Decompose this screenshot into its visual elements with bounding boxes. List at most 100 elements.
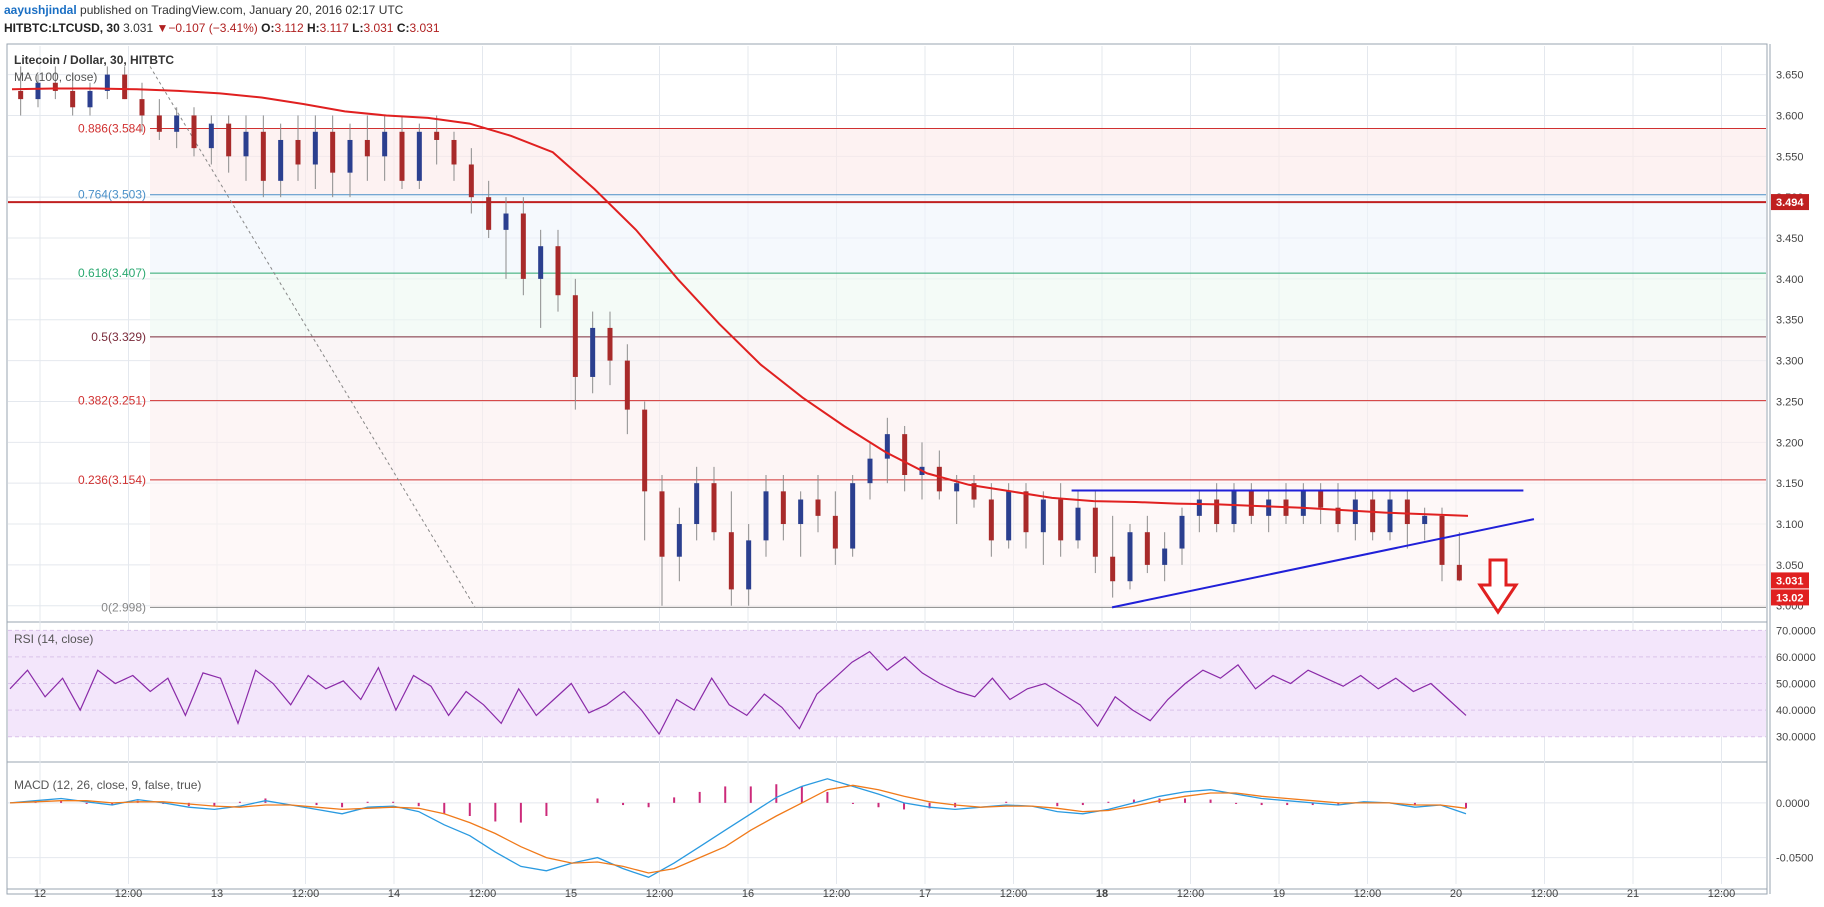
candle-body (399, 131, 405, 181)
candle-body (156, 115, 162, 132)
candle-body (1006, 491, 1012, 541)
author-link[interactable]: aayushjindal (4, 3, 77, 17)
candle-body (1162, 548, 1168, 565)
candle-body (243, 131, 249, 157)
time-tick-label: 17 (919, 888, 931, 900)
candle-body (832, 515, 838, 549)
rsi-tick-label: 40.0000 (1776, 705, 1816, 717)
fibonacci-band (150, 336, 1766, 401)
candle-body (1127, 532, 1133, 582)
down-arrow-icon (1477, 558, 1519, 615)
candle-body (1456, 564, 1462, 581)
price-tick-label: 3.450 (1776, 233, 1804, 245)
macd-tick-label: -0.0500 (1776, 853, 1813, 865)
candle-body (884, 434, 890, 459)
candle-body (278, 139, 284, 181)
candle-body (486, 197, 492, 230)
axes: 12 12:00 13 12:00 14 12:00 15 12:00 16 12:00 17 12:… (34, 70, 1816, 900)
candle-body (642, 409, 648, 492)
candle-body (295, 139, 301, 165)
time-tick-label: 13 (211, 888, 223, 900)
time-tick-label: 20 (1450, 888, 1462, 900)
candle-body (174, 115, 180, 132)
time-tick-label: 12:00 (292, 888, 320, 900)
fibonacci-band (150, 128, 1766, 195)
fibonacci-band (150, 479, 1766, 608)
fibonacci-band (150, 194, 1766, 274)
candle-body (1266, 499, 1272, 516)
price-tick-label: 3.650 (1776, 70, 1804, 82)
candle-body (1092, 507, 1098, 557)
signal-line (9, 784, 1467, 874)
candle-body (728, 532, 734, 590)
chart-header: aayushjindal published on TradingView.co… (0, 0, 1824, 44)
candle-body (52, 82, 58, 91)
candle-body (902, 434, 908, 475)
macd-title: MACD (12, 26, close, 9, false, true) (14, 778, 201, 792)
ma-indicator-label: MA (100, close) (14, 70, 97, 84)
time-tick-label: 14 (388, 888, 400, 900)
candle-body (1023, 491, 1029, 533)
candle-body (988, 499, 994, 541)
candle-body (624, 360, 630, 410)
candle-body (382, 131, 388, 157)
candle-body (330, 131, 336, 173)
candle-body (503, 213, 509, 230)
candle-body (1196, 499, 1202, 516)
candle-body (572, 295, 578, 377)
rsi-line (9, 650, 1467, 736)
macd-tick-label: 0.0000 (1776, 798, 1810, 810)
close-value: 3.031 (409, 21, 440, 35)
main-chart-title: Litecoin / Dollar, 30, HITBTC (14, 53, 174, 67)
candle-body (1422, 515, 1428, 525)
candle-body (1144, 532, 1150, 565)
change-arrow-icon: ▼ (156, 21, 169, 35)
candle-body (139, 99, 145, 116)
last-price: 3.031 (123, 21, 154, 35)
candle-body (936, 466, 942, 492)
price-change: −0.107 (−3.41%) (168, 21, 258, 35)
price-overlays (11, 87, 1535, 615)
candle-body (763, 491, 769, 541)
candle-body (590, 327, 596, 377)
last-price-badge (1771, 572, 1809, 589)
fibonacci-level-label: 0.764(3.503) (78, 188, 146, 202)
candle-body (70, 90, 76, 108)
candle-body (1439, 515, 1445, 565)
candle-body (1370, 499, 1376, 533)
price-tick-label: 3.400 (1776, 274, 1804, 286)
candle-body (971, 483, 977, 500)
rsi-tick-label: 70.0000 (1776, 625, 1816, 637)
fibonacci-level-label: 0.618(3.407) (78, 266, 146, 280)
price-tick-label: 3.200 (1776, 437, 1804, 449)
fibonacci-level-label: 0.382(3.251) (78, 394, 146, 408)
fibonacci-level-label: 0.5(3.329) (91, 330, 146, 344)
candle-body (122, 74, 128, 100)
price-tick-label: 3.050 (1776, 560, 1804, 572)
open-value: 3.112 (274, 21, 304, 35)
candle-body (520, 213, 526, 279)
time-tick-label: 18 (1096, 888, 1108, 900)
moving-average-line (11, 87, 1469, 517)
price-tick-label: 3.600 (1776, 110, 1804, 122)
candle-body (104, 74, 110, 91)
trendline-support (1111, 518, 1535, 609)
candle-body (260, 131, 266, 181)
candle-body (347, 139, 353, 173)
candle-body (1075, 507, 1081, 541)
candle-body (780, 491, 786, 525)
low-value: 3.031 (363, 21, 394, 35)
candle-body (555, 246, 561, 296)
rsi-tick-label: 50.0000 (1776, 679, 1816, 691)
price-tick-label: 3.250 (1776, 396, 1804, 408)
price-tick-label: 3.350 (1776, 315, 1804, 327)
candle-body (867, 458, 873, 484)
candle-body (815, 499, 821, 516)
time-tick-label: 12:00 (823, 888, 851, 900)
price-tick-label: 3.550 (1776, 151, 1804, 163)
fibonacci-band (150, 273, 1766, 337)
candle-body (850, 483, 856, 549)
candle-body (1231, 491, 1237, 525)
close-label: C: (396, 21, 410, 35)
